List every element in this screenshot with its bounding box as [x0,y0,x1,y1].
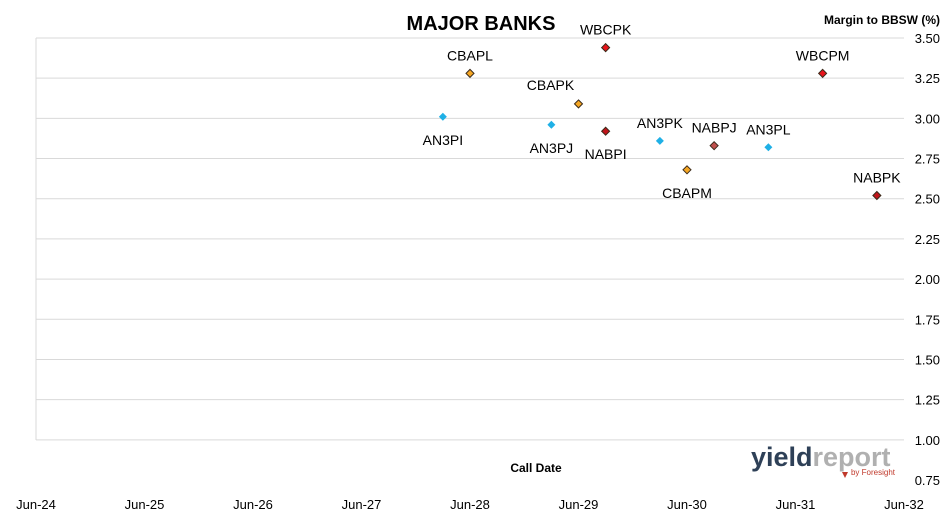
x-tick-label: Jun-32 [884,497,924,512]
data-point-label: AN3PJ [530,140,574,156]
x-tick-label: Jun-25 [125,497,165,512]
logo-wordmark: yieldreport [751,442,891,472]
y-axis-ticks: 0.75 1.00 1.25 1.50 1.75 2.00 2.25 2.50 2.75 3.00… [915,31,940,488]
logo-yield-text: yield [751,442,813,472]
data-point-marker [465,68,475,79]
y-tick-label: 1.50 [915,352,940,367]
data-point-marker [547,120,556,129]
data-point-marker [600,126,611,136]
data-point-marker [709,140,719,151]
x-axis-title: Call Date [510,461,562,475]
data-point-label: CBAPL [447,47,493,63]
x-tick-label: Jun-31 [776,497,816,512]
data-point-marker [573,99,584,109]
y-tick-label: 1.75 [915,312,940,327]
data-point-marker [655,136,664,145]
grid-lines [35,37,904,441]
data-point-marker [817,68,828,79]
x-tick-label: Jun-28 [450,497,490,512]
x-tick-label: Jun-27 [342,497,382,512]
data-point-marker [764,143,773,152]
y-tick-label: 0.75 [915,473,940,488]
data-point-marker [438,112,447,121]
y-tick-label: 1.25 [915,393,940,408]
y-tick-label: 2.25 [915,232,940,247]
data-point-label: WBCPM [796,47,850,63]
x-tick-label: Jun-30 [667,497,707,512]
data-point-label: NABPK [853,170,901,186]
y-tick-label: 2.00 [915,272,940,287]
chart-title: MAJOR BANKS [407,13,556,35]
data-point-marker [872,190,882,201]
y-tick-label: 3.50 [915,31,940,46]
data-point-label: CBAPK [527,77,575,93]
data-point-label: WBCPK [580,22,632,38]
data-point-label: AN3PK [637,115,684,131]
logo-arrow-icon [842,472,848,478]
x-axis-ticks: Jun-24 Jun-25 Jun-26 Jun-27 Jun-28 Jun-29 Jun-… [16,497,924,512]
data-points [438,42,882,201]
data-point-label: AN3PI [423,132,463,148]
data-point-marker [682,165,692,175]
y-tick-label: 2.50 [915,192,940,207]
data-labels: WBCPK CBAPL WBCPM CBAPK AN3PI AN3PJ NABPI AN3PK… [423,22,902,201]
y-tick-label: 3.25 [915,71,940,86]
y-tick-label: 3.00 [915,111,940,126]
yieldreport-logo: yieldreport by Foresight [751,442,896,478]
x-tick-label: Jun-26 [233,497,273,512]
data-point-label: CBAPM [662,185,712,201]
logo-byline: by Foresight [851,468,896,477]
x-tick-label: Jun-24 [16,497,56,512]
data-point-label: NABPJ [692,120,737,136]
y-tick-label: 1.00 [915,433,940,448]
data-point-label: NABPI [585,146,627,162]
data-point-label: AN3PL [746,121,791,137]
data-point-marker [600,42,611,53]
y-tick-label: 2.75 [915,152,940,167]
y-axis-title: Margin to BBSW (%) [824,13,940,27]
x-tick-label: Jun-29 [559,497,599,512]
logo-report-text: report [813,442,891,472]
